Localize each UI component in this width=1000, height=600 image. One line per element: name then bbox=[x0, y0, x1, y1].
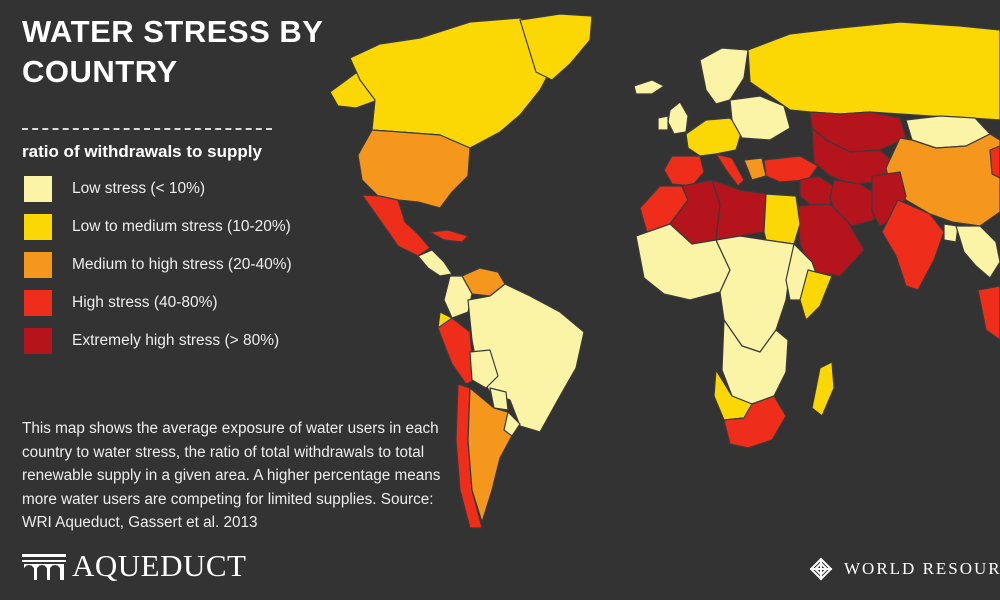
region-arabian-peninsula bbox=[797, 203, 865, 277]
region-western-europe bbox=[685, 117, 743, 157]
legend-label-high: High stress (40-80%) bbox=[72, 294, 218, 311]
region-eastern-europe bbox=[729, 95, 791, 141]
legend-swatch-high bbox=[24, 290, 52, 316]
map-title: WATER STRESS BY COUNTRY bbox=[22, 12, 323, 92]
legend-label-low: Low stress (< 10%) bbox=[72, 180, 206, 197]
region-colombia bbox=[443, 275, 473, 319]
region-uk bbox=[667, 101, 689, 135]
legend-divider bbox=[22, 128, 272, 130]
region-madagascar bbox=[811, 361, 835, 417]
legend-heading: ratio of withdrawals to supply bbox=[22, 142, 262, 161]
region-libya bbox=[711, 179, 767, 241]
wri-wordmark: WORLD RESOUR bbox=[844, 559, 1000, 578]
legend-swatch-extremely-high bbox=[24, 328, 52, 354]
region-italy bbox=[715, 153, 745, 187]
region-paraguay bbox=[489, 387, 509, 411]
wri-logo: WORLD RESOUR bbox=[808, 556, 1000, 584]
map-description: This map shows the average exposure of w… bbox=[22, 420, 441, 532]
legend-swatch-low bbox=[24, 176, 52, 202]
region-south-africa bbox=[723, 395, 787, 449]
region-bolivia bbox=[469, 349, 499, 389]
region-argentina bbox=[467, 387, 515, 523]
region-egypt bbox=[763, 193, 801, 245]
wri-knot-icon bbox=[809, 557, 833, 581]
aqueduct-icon bbox=[22, 554, 66, 580]
region-korea-japan bbox=[989, 145, 1000, 179]
region-iran bbox=[829, 179, 881, 227]
region-cuba bbox=[429, 229, 469, 243]
region-southern-africa bbox=[721, 319, 789, 405]
region-iceland bbox=[633, 79, 665, 95]
legend-swatch-low-medium bbox=[24, 214, 52, 240]
region-greece bbox=[743, 157, 767, 181]
region-russia bbox=[747, 21, 1000, 121]
region-uruguay bbox=[503, 411, 521, 437]
region-united-states bbox=[357, 129, 471, 209]
title-line-1: WATER STRESS BY bbox=[22, 14, 324, 49]
region-canada bbox=[349, 17, 561, 149]
region-greenland bbox=[519, 13, 593, 81]
region-spain-portugal bbox=[663, 155, 705, 187]
region-scandinavia bbox=[699, 47, 749, 105]
region-philippines bbox=[977, 285, 1000, 341]
title-line-2: COUNTRY bbox=[22, 54, 178, 89]
region-southeast-asia bbox=[955, 225, 1000, 279]
region-bangladesh bbox=[943, 223, 959, 243]
region-india bbox=[881, 199, 945, 291]
region-somalia bbox=[799, 269, 833, 321]
legend-swatch-medium-high bbox=[24, 252, 52, 278]
region-mexico bbox=[361, 194, 431, 257]
legend-label-medium-high: Medium to high stress (20-40%) bbox=[72, 256, 292, 273]
region-middle-east bbox=[799, 175, 835, 207]
aqueduct-wordmark: AQUEDUCT bbox=[72, 548, 247, 583]
region-ireland bbox=[657, 115, 669, 131]
legend-label-low-medium: Low to medium stress (10-20%) bbox=[72, 218, 291, 235]
region-central-america bbox=[417, 249, 453, 277]
legend-label-extremely-high: Extremely high stress (> 80%) bbox=[72, 332, 280, 349]
